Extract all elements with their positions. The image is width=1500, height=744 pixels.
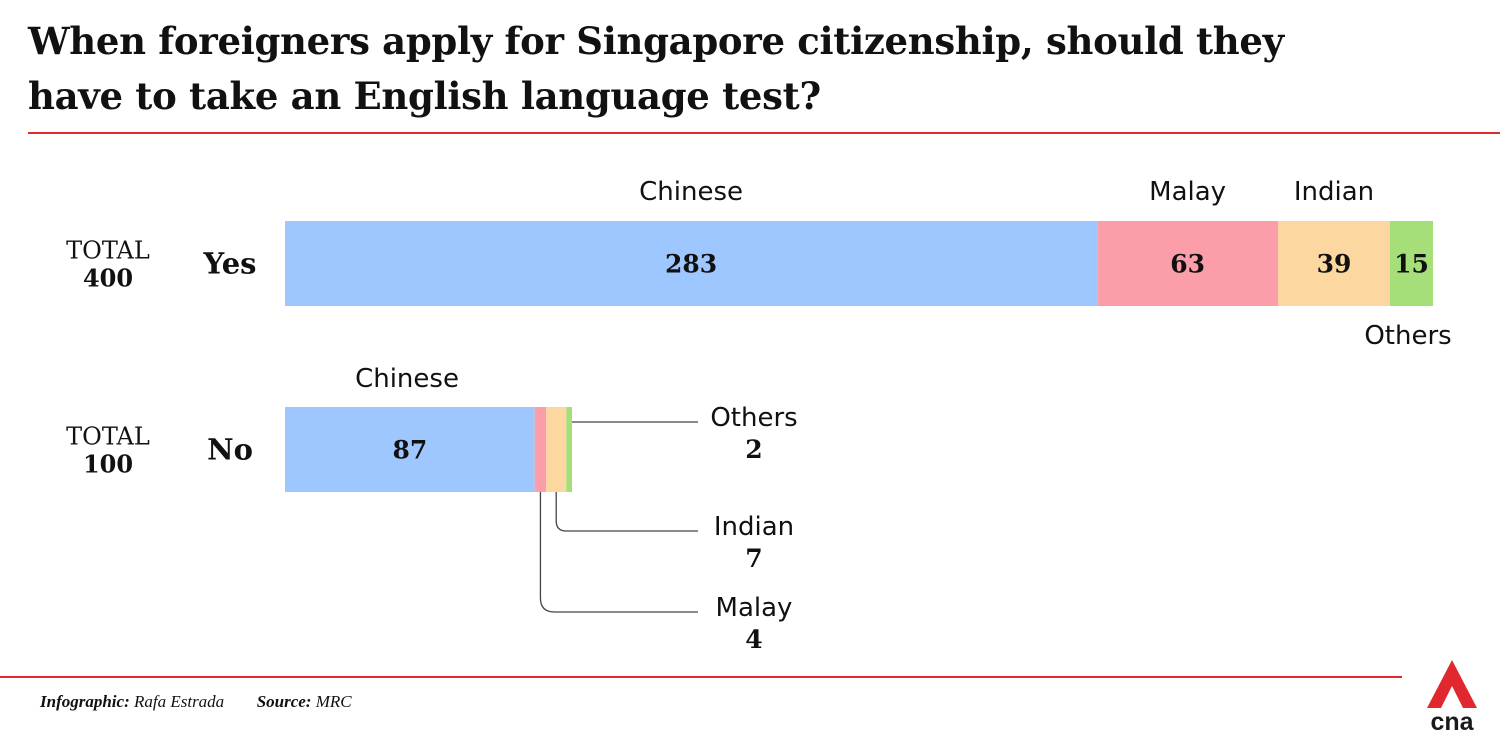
bar-no-malay	[534, 407, 547, 492]
infographic-credit: Rafa Estrada	[133, 692, 225, 711]
series-label-no-others: Others	[710, 403, 797, 433]
bar-yes-indian	[1278, 221, 1390, 306]
total-label-no: TOTAL	[66, 423, 150, 451]
series-label-yes-indian: Indian	[1294, 177, 1374, 207]
value-label-yes-indian: 39	[1317, 250, 1352, 279]
value-label-no-chinese: 87	[392, 436, 427, 465]
source-label: Source:	[256, 692, 312, 711]
cna-logo: cna	[1427, 660, 1477, 732]
chart-title: When foreigners apply for Singapore citi…	[28, 19, 1284, 118]
callout-line-no-indian	[555, 492, 698, 532]
total-value-no: 100	[83, 450, 133, 479]
bar-no-indian	[546, 407, 567, 492]
series-label-yes-others: Others	[1364, 321, 1451, 351]
value-label-yes-malay: 63	[1170, 250, 1205, 279]
total-label-yes: TOTAL	[66, 237, 150, 265]
logo-mark	[1427, 660, 1477, 708]
bar-no-chinese	[285, 407, 535, 492]
infographic-label: Infographic:	[40, 692, 130, 711]
total-value-yes: 400	[83, 264, 133, 293]
logo-wordmark: cna	[1430, 708, 1474, 732]
callout-line-no-malay	[539, 492, 698, 613]
source-credit: MRC	[315, 692, 352, 711]
value-label-no-malay: 4	[745, 625, 762, 654]
credits: Infographic: Rafa Estrada Source: MRC	[40, 692, 352, 712]
value-label-yes-others: 15	[1394, 250, 1429, 279]
category-label-no: No	[207, 433, 253, 467]
value-label-no-others: 2	[745, 435, 762, 464]
title-divider	[28, 132, 1500, 134]
bar-no-others	[566, 407, 572, 492]
series-label-no-indian: Indian	[714, 512, 794, 542]
bar-yes-malay	[1097, 221, 1279, 306]
category-label-yes: Yes	[203, 247, 257, 281]
bar-yes-chinese	[285, 221, 1098, 306]
footer-divider	[0, 676, 1402, 678]
series-label-no-malay: Malay	[716, 593, 793, 623]
series-label-yes-chinese: Chinese	[639, 177, 743, 207]
series-label-no-chinese: Chinese	[355, 364, 459, 394]
series-label-yes-malay: Malay	[1149, 177, 1226, 207]
bar-yes-others	[1389, 221, 1433, 306]
value-label-yes-chinese: 283	[665, 250, 717, 279]
value-label-no-indian: 7	[745, 544, 762, 573]
